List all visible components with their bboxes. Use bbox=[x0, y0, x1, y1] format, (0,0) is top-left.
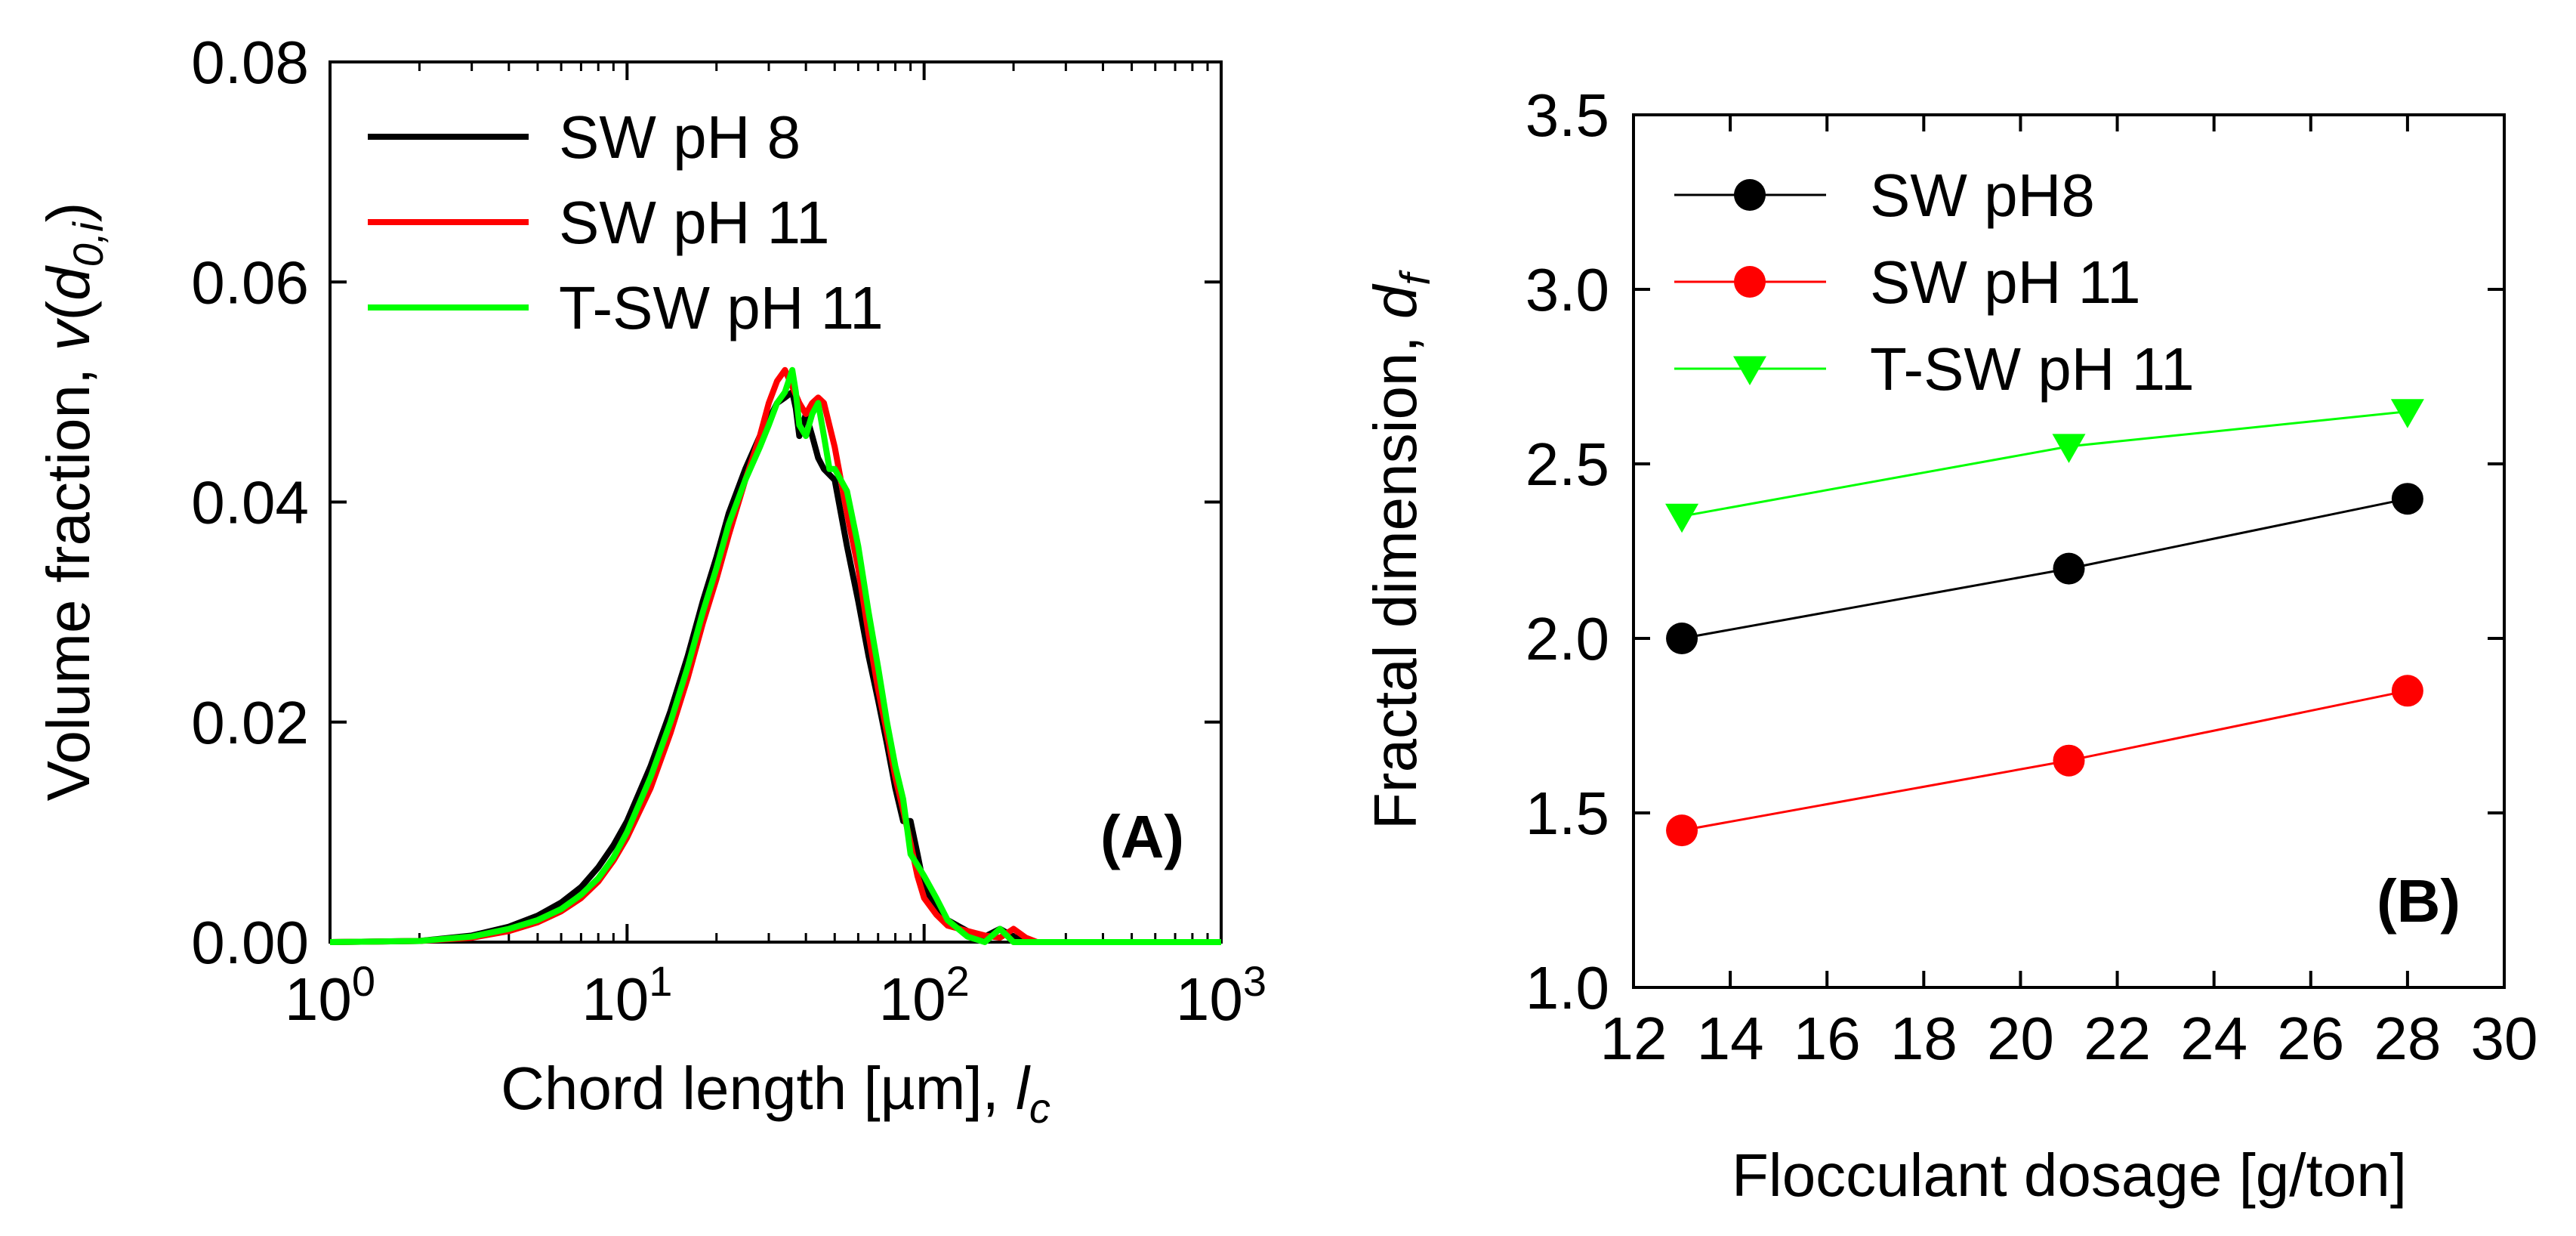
legend-a: SW pH 8 SW pH 11 T-SW pH 11 bbox=[368, 104, 884, 341]
x-tick-label-b: 20 bbox=[1987, 1005, 2054, 1072]
plot-frame-b bbox=[1632, 113, 2506, 989]
y-tick-label-a: 0.06 bbox=[191, 249, 309, 316]
y-tick-label-b: 1.0 bbox=[1526, 954, 1609, 1021]
x-tick-label-b: 24 bbox=[2180, 1005, 2247, 1072]
x-tick-label-a: 102 bbox=[879, 957, 970, 1033]
x-tick-label-b: 12 bbox=[1600, 1005, 1667, 1072]
x-tick-label-b: 18 bbox=[1890, 1005, 1957, 1072]
series-line-t-sw-ph-11 bbox=[1681, 410, 2408, 518]
data-point-t-sw-ph-11 bbox=[2390, 399, 2424, 428]
legend-label: T-SW pH 11 bbox=[559, 274, 884, 341]
data-point-t-sw-ph-11 bbox=[2052, 434, 2086, 463]
y-axis-label-b: Fractal dimension, df bbox=[1362, 270, 1439, 830]
data-point-sw-ph8 bbox=[2053, 552, 2085, 585]
legend-b: SW pH8 SW pH 11 T-SW pH 11 bbox=[1674, 162, 2195, 403]
tick-marks-b: 1.0 1.5 2.0 2.5 3.0 3.5 12 14 16 18 20 22 24 26 28 30 bbox=[1526, 82, 2538, 1072]
y-tick-label-a: 0.02 bbox=[191, 689, 309, 756]
series-line-sw-ph-11 bbox=[1681, 689, 2408, 832]
x-tick-label-b: 28 bbox=[2374, 1005, 2441, 1072]
data-point-sw-ph8 bbox=[2391, 483, 2423, 515]
x-axis-label-b: Flocculant dosage [g/ton] bbox=[1732, 1142, 2407, 1209]
y-tick-label-b: 3.5 bbox=[1526, 82, 1609, 149]
y-tick-label-a: 0.00 bbox=[191, 909, 309, 976]
y-tick-label-b: 2.0 bbox=[1526, 605, 1609, 672]
x-tick-label-b: 16 bbox=[1794, 1005, 1861, 1072]
legend-label: SW pH 11 bbox=[559, 189, 830, 256]
y-tick-label-b: 1.5 bbox=[1526, 780, 1609, 847]
data-point-sw-ph-11 bbox=[1666, 814, 1698, 847]
series-line-t-sw-ph-11 bbox=[329, 366, 1221, 945]
y-axis-label-a: Volume fraction, v(d0,i) bbox=[35, 202, 112, 802]
series-line-sw-ph8 bbox=[1681, 497, 2408, 640]
legend-label: SW pH8 bbox=[1870, 162, 2095, 229]
legend-label: SW pH 8 bbox=[559, 104, 801, 171]
legend-label: T-SW pH 11 bbox=[1870, 335, 2195, 403]
data-point-sw-ph-11 bbox=[2053, 744, 2085, 777]
legend-marker bbox=[1734, 179, 1766, 211]
x-tick-label-b: 22 bbox=[2084, 1005, 2151, 1072]
x-tick-label-b: 30 bbox=[2471, 1005, 2538, 1072]
chart-panel-b: 1.0 1.5 2.0 2.5 3.0 3.5 12 14 16 18 20 22 24 26 28 30 S… bbox=[1362, 82, 2537, 1209]
series-line-sw-ph-11 bbox=[329, 366, 1221, 945]
legend-marker bbox=[1734, 266, 1766, 298]
y-tick-label-a: 0.08 bbox=[191, 29, 309, 96]
x-tick-label-a: 103 bbox=[1176, 957, 1266, 1033]
x-axis-label-a: Chord length [µm], lc bbox=[501, 1055, 1050, 1132]
y-tick-label-b: 3.0 bbox=[1526, 256, 1609, 323]
legend-marker bbox=[1733, 356, 1766, 385]
x-tick-label-a: 100 bbox=[285, 957, 375, 1033]
data-point-t-sw-ph-11 bbox=[1665, 503, 1699, 533]
y-tick-label-b: 2.5 bbox=[1526, 431, 1609, 498]
x-tick-label-b: 14 bbox=[1697, 1005, 1764, 1072]
series-line-sw-ph-8 bbox=[329, 388, 1221, 945]
series-lines-b bbox=[1665, 399, 2424, 847]
data-point-sw-ph8 bbox=[1666, 623, 1698, 654]
y-tick-label-a: 0.04 bbox=[191, 469, 309, 536]
panel-label-a: (A) bbox=[1100, 803, 1184, 870]
tick-marks-a: 0.00 0.02 0.04 0.06 0.08 100 101 102 103 bbox=[191, 29, 1266, 1033]
series-lines-a bbox=[329, 366, 1221, 945]
x-tick-label-a: 101 bbox=[582, 957, 672, 1033]
chart-panel-a: 0.00 0.02 0.04 0.06 0.08 100 101 102 103 SW pH 8… bbox=[35, 29, 1266, 1132]
panel-label-b: (B) bbox=[2377, 867, 2460, 935]
x-tick-label-b: 26 bbox=[2277, 1005, 2344, 1072]
legend-label: SW pH 11 bbox=[1870, 249, 2141, 316]
data-point-sw-ph-11 bbox=[2391, 675, 2423, 707]
